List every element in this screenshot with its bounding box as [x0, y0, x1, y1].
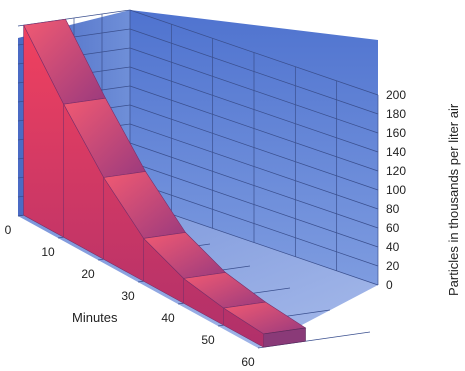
x-tick-label-3: 30: [121, 289, 135, 303]
y-tick-label-6: 120: [386, 164, 406, 178]
y-tick-label-10: 200: [386, 88, 406, 102]
y-tick-label-2: 40: [386, 240, 400, 254]
y-axis-title: Particles in thousands per liter air: [446, 103, 461, 296]
x-tick-label-5: 50: [201, 333, 215, 347]
data-area: [23, 18, 307, 348]
x-tick-label-1: 10: [41, 245, 55, 259]
y-tick-label-4: 80: [386, 202, 400, 216]
x-tick-labels: 0 10 20 30 40 50 60: [5, 223, 255, 369]
y-tick-label-5: 100: [386, 183, 406, 197]
y-tick-label-7: 140: [386, 145, 406, 159]
x-tick-label-4: 40: [161, 311, 175, 325]
y-tick-label-8: 160: [386, 126, 406, 140]
x-axis-title: Minutes: [72, 310, 118, 325]
y-tick-labels: 0 20 40 60 80 100 120 140 160 180 200: [386, 88, 406, 292]
y-tick-label-1: 20: [386, 259, 400, 273]
y-tick-label-0: 0: [386, 278, 393, 292]
x-tick-label-0: 0: [5, 223, 12, 237]
y-tick-label-3: 60: [386, 221, 400, 235]
x-tick-label-6: 60: [241, 355, 255, 369]
x-tick-label-2: 20: [81, 267, 95, 281]
y-tick-label-9: 180: [386, 107, 406, 121]
